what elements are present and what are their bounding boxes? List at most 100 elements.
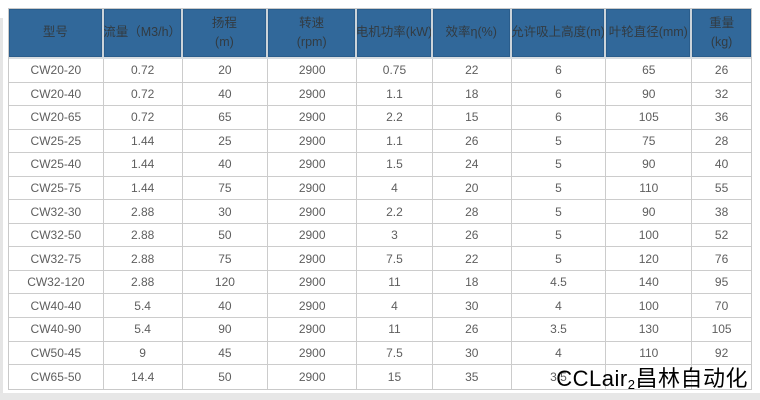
value-cell: 5 — [512, 153, 607, 176]
value-cell: 90 — [606, 153, 693, 176]
value-cell: 110 — [606, 176, 693, 200]
value-cell: 30 — [433, 341, 512, 365]
value-cell: 38 — [714, 204, 729, 219]
value-cell: 0.72 — [104, 82, 183, 106]
value-cell: 14.4 — [104, 365, 183, 389]
value-cell: 6 — [512, 82, 607, 106]
value-cell: 2.88 — [104, 223, 183, 247]
header-label: 叶轮直径(mm) — [608, 25, 688, 40]
model-cell: CW50-45 — [9, 341, 104, 365]
model-cell: CW20-65 — [9, 106, 104, 129]
value-cell: 2.2 — [357, 106, 433, 129]
value-cell: 26 — [714, 63, 729, 78]
value-cell: 4 — [357, 294, 433, 318]
header-cell-model: 型号 — [9, 9, 104, 57]
model-cell: CW25-25 — [9, 129, 104, 153]
value-cell: 5 — [512, 247, 607, 270]
value-cell: 6 — [512, 59, 607, 82]
value-cell: 50 — [183, 365, 269, 389]
value-cell: 28 — [714, 133, 729, 148]
table-body: CW20-20 0.72 20 2900 0.75 22 6 65 26 CW20-40 0.72 4… — [9, 59, 751, 389]
value-cell: 15 — [357, 365, 433, 389]
value-cell: 3.5 — [512, 365, 607, 389]
value-cell: 2900 — [268, 59, 358, 82]
header-cell-suction-height: 允许吸上高度(m) — [511, 9, 607, 57]
value-cell: 2900 — [268, 153, 358, 176]
model-cell: CW40-40 — [9, 294, 104, 318]
value-cell: 2.88 — [104, 200, 183, 223]
value-cell: 120 — [183, 270, 269, 294]
value-cell: 105 — [711, 322, 732, 337]
header-label: (kg) — [710, 35, 733, 49]
value-cell: 2900 — [268, 223, 358, 247]
value-cell: 130 — [606, 318, 693, 341]
header-cell-efficiency: 效率η(%) — [432, 9, 512, 57]
header-label: (m) — [215, 35, 234, 49]
value-cell: 1.5 — [357, 153, 433, 176]
value-cell: 15 — [433, 106, 512, 129]
model-cell: CW32-30 — [9, 200, 104, 223]
value-cell: 95 — [714, 275, 729, 290]
value-cell: 11 — [357, 270, 433, 294]
value-cell: 50 — [183, 223, 269, 247]
value-cell: 4 — [357, 176, 433, 200]
table-row: CW25-40 1.44 40 2900 1.5 24 5 90 40 — [9, 153, 751, 177]
model-cell: CW32-50 — [9, 223, 104, 247]
value-cell: 5.4 — [104, 294, 183, 318]
value-cell: 76 — [714, 251, 729, 266]
table-row: CW50-45 9 45 2900 7.5 30 4 110 92 — [9, 341, 751, 366]
table-row: CW32-50 2.88 50 2900 3 26 5 100 52 — [9, 223, 751, 248]
header-label: 电机功率(kW) — [357, 25, 433, 40]
header-label: 重量 — [709, 15, 735, 30]
table-row: CW32-75 2.88 75 2900 7.5 22 5 120 76 — [9, 247, 751, 271]
value-cell: 6 — [512, 106, 607, 129]
header-label: 效率η(%) — [445, 25, 497, 40]
value-cell: 2900 — [268, 294, 358, 318]
table-row: CW25-75 1.44 75 2900 4 20 5 110 55 — [9, 176, 751, 201]
header-cell-flow-rate: 流量（M3/h） — [103, 9, 183, 57]
value-cell: 28 — [433, 200, 512, 223]
value-cell: 2.88 — [104, 270, 183, 294]
value-cell: 1.44 — [104, 129, 183, 153]
header-cell-head: 扬程 (m) — [182, 9, 269, 57]
value-cell: 90 — [183, 318, 269, 341]
value-cell: 4.5 — [512, 270, 607, 294]
model-cell: CW40-90 — [9, 318, 104, 341]
value-cell: 4 — [512, 341, 607, 365]
value-cell: 2.2 — [357, 200, 433, 223]
value-cell: 105 — [606, 106, 693, 129]
value-cell: 5 — [512, 176, 607, 200]
value-cell: 22 — [433, 247, 512, 270]
value-cell: 2900 — [268, 341, 358, 365]
value-cell: 2900 — [268, 106, 358, 129]
header-label: 允许吸上高度(m) — [511, 25, 605, 40]
value-cell: 24 — [433, 153, 512, 176]
value-cell: 2900 — [268, 129, 358, 153]
table-row: CW20-40 0.72 40 2900 1.1 18 6 90 32 — [9, 82, 751, 107]
value-cell: 2900 — [268, 247, 358, 270]
value-cell: 5 — [512, 223, 607, 247]
header-label: 型号 — [42, 25, 68, 40]
table-row: CW32-30 2.88 30 2900 2.2 28 5 90 38 — [9, 200, 751, 224]
value-cell: 26 — [433, 129, 512, 153]
table-row: CW20-20 0.72 20 2900 0.75 22 6 65 26 — [9, 59, 751, 83]
page-edge-left — [0, 18, 3, 400]
value-cell: 1.1 — [357, 129, 433, 153]
watermark-latin-text: CCLair — [556, 366, 628, 391]
value-cell: 120 — [606, 247, 693, 270]
value-cell: 1.44 — [104, 153, 183, 176]
header-label: (rpm) — [296, 35, 327, 49]
header-cell-impeller-diameter: 叶轮直径(mm) — [606, 9, 693, 57]
value-cell: 18 — [433, 270, 512, 294]
header-cell-motor-power: 电机功率(kW) — [357, 9, 433, 57]
value-cell: 52 — [714, 228, 729, 243]
value-cell: 22 — [433, 59, 512, 82]
value-cell: 32 — [714, 86, 729, 101]
value-cell: 100 — [606, 294, 693, 318]
header-label: 扬程 — [211, 15, 237, 30]
value-cell: 11 — [357, 318, 433, 341]
value-cell: 9 — [104, 341, 183, 365]
value-cell: 2900 — [268, 82, 358, 106]
table-row: CW40-40 5.4 40 2900 4 30 4 100 70 — [9, 294, 751, 319]
